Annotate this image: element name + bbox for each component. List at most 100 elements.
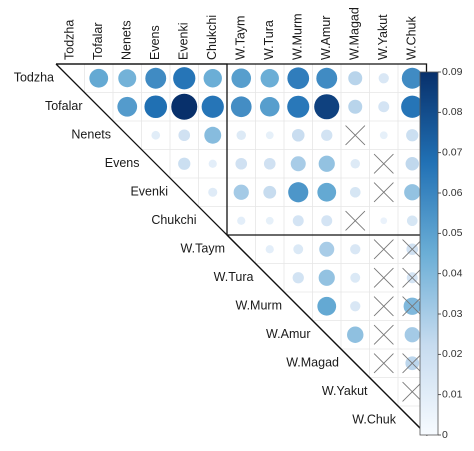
cell-circle-Chukchi-W.Amur — [321, 215, 333, 227]
row-label-Tofalar: Tofalar — [45, 99, 83, 113]
col-label-W.Murm: W.Murm — [291, 13, 305, 60]
cell-circle-Nenets-Evenki — [178, 129, 191, 142]
cell-cross-W.Taym-W.Chuk — [402, 239, 423, 260]
cell-circle-W.Tura-W.Murm — [292, 272, 304, 284]
cell-circle-Chukchi-W.Yakut — [380, 217, 388, 225]
cell-circle-Nenets-W.Chuk — [406, 129, 419, 142]
cell-cross-W.Tura-W.Yakut — [373, 267, 394, 288]
cell-circle-Chukchi-W.Taym — [237, 216, 246, 225]
cell-circle-Evens-Evenki — [178, 157, 191, 170]
cell-circle-Todzha-W.Yakut — [378, 73, 389, 84]
col-label-W.Taym: W.Taym — [234, 16, 248, 60]
colorbar-gradient — [419, 71, 439, 436]
cell-circle-Evens-W.Murm — [290, 156, 306, 172]
colorbar: 0 0.01 0.02 0.03 0.04 0.05 0.06 0.07 0.08 0.09 — [419, 66, 463, 441]
colorbar-tick-label: 0.01 — [442, 388, 463, 400]
cell-circle-Chukchi-W.Murm — [292, 215, 304, 227]
col-label-W.Magad: W.Magad — [348, 7, 362, 60]
row-label-W.Tura: W.Tura — [214, 270, 254, 284]
row-label-W.Taym: W.Taym — [181, 242, 225, 256]
cell-circle-Tofalar-W.Chuk — [401, 95, 424, 118]
col-label-Chukchi: Chukchi — [205, 15, 219, 60]
col-label-Todzha: Todzha — [63, 20, 77, 60]
cell-circle-Evenki-W.Amur — [317, 182, 337, 202]
cell-circle-Tofalar-W.Amur — [314, 94, 340, 120]
colorbar-tick-label: 0.07 — [442, 146, 463, 158]
row-label-Todzha: Todzha — [14, 71, 54, 85]
cell-circle-Evenki-W.Magad — [349, 186, 361, 198]
cell-circle-Todzha-W.Chuk — [401, 67, 423, 89]
col-label-Evens: Evens — [148, 25, 162, 60]
col-label-Tofalar: Tofalar — [91, 22, 105, 60]
cell-cross-W.Murm-W.Yakut — [373, 296, 394, 317]
cell-circle-Chukchi-W.Tura — [265, 216, 274, 225]
row-label-W.Murm: W.Murm — [235, 299, 282, 313]
axis-labels: Todzha Todzha Tofalar Tofalar Nenets Nenets Ev… — [14, 7, 419, 426]
cell-circle-W.Taym-W.Murm — [293, 244, 304, 255]
colorbar-tick-label: 0.02 — [442, 348, 463, 360]
cell-circle-Tofalar-Nenets — [117, 96, 138, 117]
cell-circle-Chukchi-W.Chuk — [406, 215, 418, 227]
cell-circle-Nenets-W.Amur — [321, 129, 333, 141]
cell-circle-Tofalar-Chukchi — [201, 95, 224, 118]
cell-circle-Tofalar-W.Taym — [230, 96, 252, 118]
cell-circle-W.Murm-W.Magad — [350, 301, 361, 312]
row-label-W.Chuk: W.Chuk — [352, 413, 397, 427]
cell-circle-Evenki-Chukchi — [208, 187, 218, 197]
cell-circle-Todzha-W.Taym — [231, 68, 252, 89]
cell-cross-W.Murm-W.Chuk — [402, 296, 423, 317]
cell-circle-Nenets-W.Taym — [236, 130, 246, 140]
cell-circle-Evens-W.Magad — [350, 159, 360, 169]
col-label-Nenets: Nenets — [120, 20, 134, 60]
cell-circle-Nenets-Evens — [151, 130, 161, 140]
cell-cross-W.Magad-W.Chuk — [402, 353, 423, 374]
cell-cross-Nenets-W.Magad — [345, 125, 366, 146]
cell-circle-Evens-W.Amur — [318, 155, 335, 172]
col-label-Evenki: Evenki — [177, 22, 191, 60]
cell-cross-W.Tura-W.Chuk — [402, 267, 423, 288]
outline-group-1 — [56, 63, 228, 235]
row-label-W.Magad: W.Magad — [286, 356, 339, 370]
cell-circle-W.Amur-W.Chuk — [404, 327, 420, 343]
row-label-Evenki: Evenki — [130, 185, 168, 199]
row-label-Evens: Evens — [105, 156, 140, 170]
cell-circle-Todzha-Evens — [145, 67, 167, 89]
col-label-W.Tura: W.Tura — [262, 20, 276, 60]
cell-circle-Todzha-W.Amur — [316, 67, 338, 89]
cell-cross-Chukchi-W.Magad — [345, 210, 366, 231]
cell-circle-W.Taym-W.Magad — [350, 244, 361, 255]
cell-circle-W.Taym-W.Tura — [265, 245, 274, 254]
cell-circle-Tofalar-W.Yakut — [378, 101, 390, 113]
row-label-W.Amur: W.Amur — [266, 327, 310, 341]
colorbar-tick-label: 0.03 — [442, 308, 463, 320]
colorbar-tick-label: 0.09 — [442, 66, 463, 78]
cell-circle-Nenets-W.Murm — [291, 128, 305, 142]
cell-circle-Tofalar-W.Murm — [287, 95, 310, 118]
cell-circle-Evens-W.Taym — [235, 157, 248, 170]
cell-circle-Evens-W.Tura — [263, 157, 276, 170]
cell-circle-Evenki-W.Taym — [233, 184, 249, 200]
colorbar-tick-label: 0.08 — [442, 106, 463, 118]
cell-circle-Nenets-W.Tura — [265, 131, 274, 140]
cell-cross-W.Yakut-W.Chuk — [402, 381, 423, 402]
cell-circle-Todzha-Chukchi — [203, 69, 222, 88]
cell-circle-W.Murm-W.Amur — [317, 296, 337, 316]
cell-circle-Todzha-Nenets — [118, 69, 137, 88]
cell-cross-W.Amur-W.Yakut — [373, 324, 394, 345]
cell-cross-Evenki-W.Yakut — [373, 182, 394, 203]
col-label-W.Chuk: W.Chuk — [405, 15, 419, 60]
cell-circle-Evens-Chukchi — [208, 159, 217, 168]
cell-circle-W.Taym-W.Amur — [319, 241, 335, 257]
cells — [89, 67, 424, 402]
colorbar-tick-label: 0.05 — [442, 227, 463, 239]
cell-circle-Tofalar-Evenki — [171, 93, 198, 120]
cell-circle-Todzha-W.Tura — [260, 69, 279, 88]
cell-circle-Tofalar-W.Magad — [348, 99, 363, 114]
cell-circle-Todzha-Tofalar — [89, 68, 109, 88]
cell-circle-Evenki-W.Chuk — [404, 184, 421, 201]
cell-cross-Evens-W.Yakut — [373, 153, 394, 174]
cell-circle-Tofalar-W.Tura — [259, 96, 280, 117]
cell-circle-Todzha-Evenki — [173, 67, 196, 90]
col-label-W.Amur: W.Amur — [319, 16, 333, 60]
